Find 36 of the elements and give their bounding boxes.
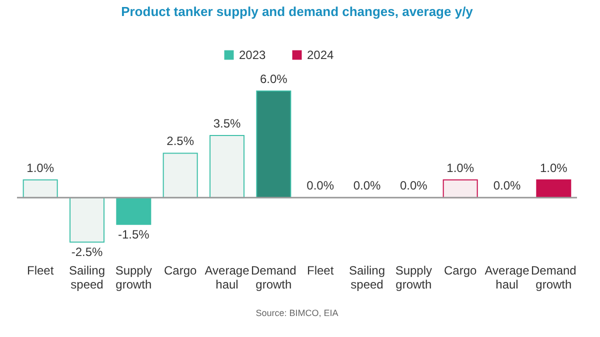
bar	[536, 179, 572, 198]
bar	[210, 134, 244, 198]
bar	[116, 197, 152, 225]
data-label: 2.5%	[166, 134, 194, 148]
data-label: 0.0%	[306, 178, 334, 193]
data-label: 3.5%	[213, 116, 241, 130]
bar	[442, 179, 478, 198]
data-label: 1.0%	[446, 160, 474, 175]
legend-label: 2023	[239, 48, 266, 62]
x-tick-label: Average haul	[484, 264, 530, 292]
data-label: 0.0%	[400, 178, 428, 193]
x-tick-label: Supply growth	[395, 264, 432, 292]
bar	[256, 90, 292, 198]
x-tick-label: Sailing speed	[348, 264, 386, 292]
data-label: -2.5%	[71, 245, 103, 260]
source-note: Source: BIMCO, EIA	[256, 308, 338, 318]
data-label: 0.0%	[353, 178, 381, 193]
x-tick-label: Fleet	[306, 264, 334, 278]
x-tick-label: Supply growth	[115, 264, 152, 292]
data-label: 1.0%	[540, 160, 568, 175]
data-label: -1.5%	[118, 227, 150, 242]
x-tick-label: Cargo	[164, 264, 197, 278]
x-tick-label: Demand growth	[530, 264, 576, 292]
legend-label: 2024	[307, 48, 334, 62]
x-tick-label: Sailing speed	[68, 264, 106, 292]
x-tick-label: Cargo	[444, 264, 477, 278]
data-label: 6.0%	[260, 72, 288, 86]
x-tick-label: Demand growth	[250, 264, 296, 292]
chart-title: Product tanker supply and demand changes, average y/y	[121, 4, 474, 19]
x-tick-label: Fleet	[26, 264, 54, 278]
data-label: 1.0%	[26, 160, 54, 175]
data-label: 0.0%	[493, 178, 521, 193]
bar	[22, 179, 58, 198]
x-tick-label: Average haul	[204, 264, 250, 292]
bar	[162, 152, 198, 198]
bar	[70, 197, 104, 243]
